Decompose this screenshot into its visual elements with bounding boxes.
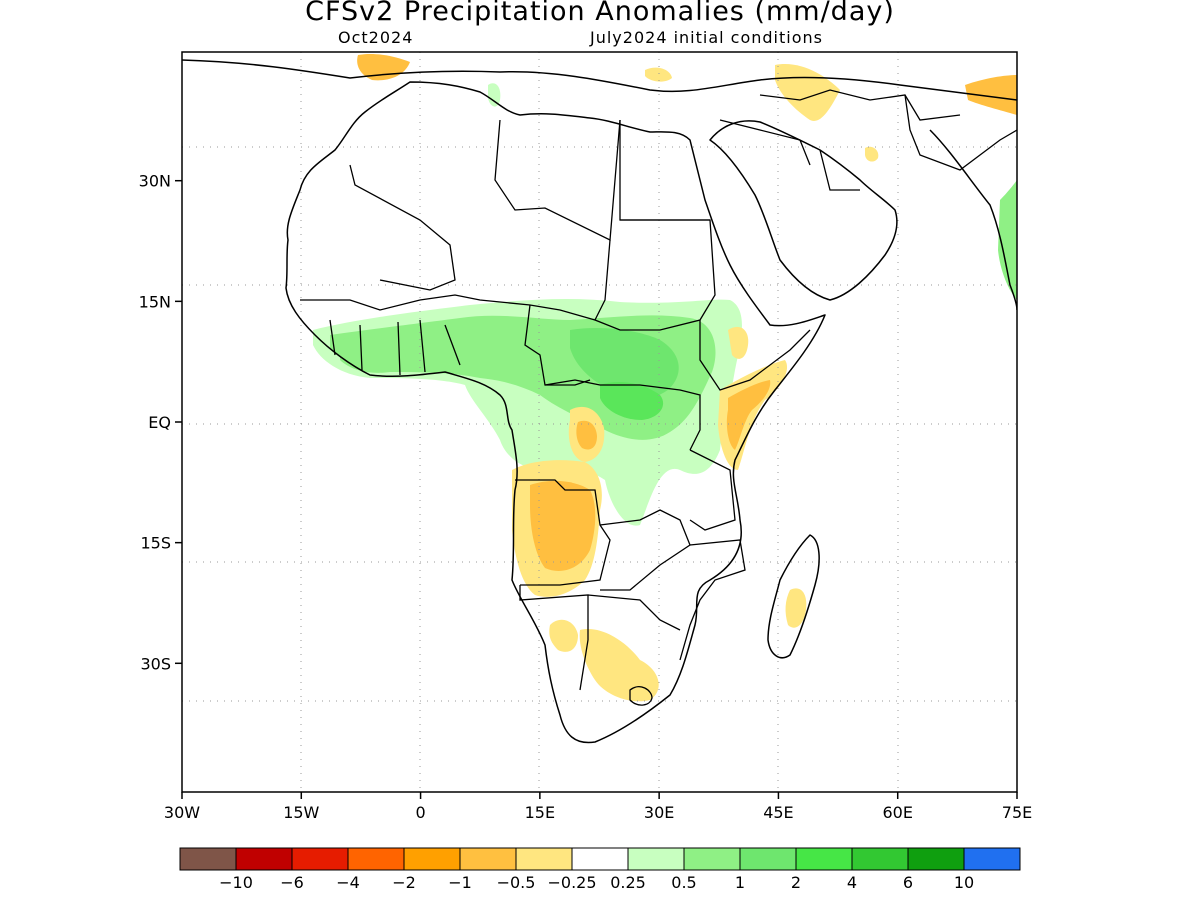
y-tick-label: 30N	[139, 172, 171, 191]
colorbar-swatch	[795, 847, 853, 871]
wet-anomaly-west-africa	[340, 337, 406, 373]
africa-coastline	[285, 81, 826, 744]
x-tick-label: 45E	[763, 803, 793, 822]
x-tick-label: 30E	[644, 803, 674, 822]
colorbar-swatch	[235, 847, 293, 871]
dry-anomaly-east-africa-core	[726, 380, 771, 450]
dry-anomaly-gulf	[865, 146, 879, 162]
y-tick-label: EQ	[148, 413, 171, 432]
colorbar-swatch	[851, 847, 909, 871]
dry-anomaly-turkey	[645, 67, 672, 82]
arabia-coastline	[709, 120, 898, 301]
colorbar-label: −2	[392, 873, 416, 892]
dry-anomaly-drc-core	[576, 420, 597, 450]
y-tick-label: 15N	[139, 292, 171, 311]
border-chad-sudan	[594, 219, 716, 331]
colorbar-swatch	[347, 847, 405, 871]
colorbar-label: 10	[954, 873, 974, 892]
colorbar-label: −1	[448, 873, 472, 892]
border-mozambique	[679, 539, 746, 661]
forecast-month-label: Oct2024	[338, 28, 414, 47]
colorbar-label: −6	[280, 873, 304, 892]
wet-anomaly-nile	[488, 83, 501, 107]
dry-anomaly-pakistan	[965, 75, 1017, 115]
graticule	[182, 52, 1017, 792]
dry-anomaly-south-africa	[579, 629, 659, 702]
colorbar-label: −0.25	[547, 873, 596, 892]
border-west-africa	[329, 319, 461, 376]
colorbar-label: 0.5	[671, 873, 696, 892]
border-lesotho	[629, 686, 653, 706]
border-southern-africa	[519, 585, 681, 691]
x-tick-label: 75E	[1002, 803, 1032, 822]
x-tick-label: 15E	[525, 803, 555, 822]
x-tick-label: 30W	[164, 803, 200, 822]
x-tick-label: 60E	[882, 803, 912, 822]
colorbar-swatch	[291, 847, 349, 871]
madagascar-coastline	[767, 534, 820, 659]
border-kenya-tanzania	[689, 449, 736, 531]
dry-anomaly-namibia	[549, 619, 578, 652]
colorbar-label: −4	[336, 873, 360, 892]
y-tick-label: 15S	[140, 534, 171, 553]
colorbar-label: 4	[847, 873, 857, 892]
colorbar-swatch	[179, 847, 237, 871]
colorbar-label: −0.5	[497, 873, 536, 892]
dry-anomaly-angola-core	[530, 480, 596, 571]
map-content	[182, 52, 1017, 792]
border-central-africa	[544, 379, 701, 451]
colorbar-swatch	[739, 847, 797, 871]
colorbar-swatch	[907, 847, 965, 871]
colorbar-label: 2	[791, 873, 801, 892]
colorbar-swatch	[459, 847, 517, 871]
colorbar-label: 6	[903, 873, 913, 892]
dry-anomaly-madagascar	[785, 588, 807, 628]
colorbar-swatch	[627, 847, 685, 871]
border-ethiopia	[699, 320, 811, 391]
colorbar-swatch	[403, 847, 461, 871]
colorbar-label: 1	[735, 873, 745, 892]
y-tick-label: 30S	[140, 654, 171, 673]
colorbar-label: 0.25	[610, 873, 646, 892]
chart-title: CFSv2 Precipitation Anomalies (mm/day)	[305, 0, 895, 27]
border-zambia	[599, 509, 691, 591]
border-sahel-row	[300, 294, 596, 321]
country-borders	[300, 89, 1017, 706]
x-tick-label: 0	[415, 803, 425, 822]
border-iran-pakistan	[904, 94, 1017, 171]
colorbar-swatch	[963, 847, 1021, 871]
wet-anomaly-india	[998, 180, 1017, 300]
colorbar-swatch	[683, 847, 741, 871]
x-tick-label: 15W	[283, 803, 319, 822]
dry-anomaly-iran	[775, 64, 840, 121]
axis-ticks: 30W 15W 0 15E 30E 45E 60E 75E 30N 15N EQ 15S 30S	[139, 172, 1033, 822]
colorbar-label: −10	[219, 873, 253, 892]
colorbar: −10 −6 −4 −2 −1 −0.5 −0.25 0.25 0.5 1 2 4 6 10	[179, 847, 1021, 892]
anomaly-shading	[313, 53, 1017, 702]
wet-anomaly-core-congo	[600, 381, 664, 420]
border-libya-egypt	[619, 120, 710, 221]
wet-anomaly-core-east	[570, 328, 679, 398]
border-sahara-west	[349, 164, 456, 291]
initial-conditions-label: July2024 initial conditions	[590, 28, 823, 47]
border-middle-east	[719, 89, 961, 191]
border-nigeria-cameroon	[524, 304, 591, 386]
europe-asia-coastline	[182, 59, 1017, 101]
colorbar-swatch	[571, 847, 629, 871]
dry-anomaly-ethiopia	[728, 326, 749, 359]
coastlines	[182, 59, 1017, 744]
border-sahara-east	[494, 119, 621, 242]
india-coastline	[929, 129, 1017, 311]
colorbar-swatch	[515, 847, 573, 871]
